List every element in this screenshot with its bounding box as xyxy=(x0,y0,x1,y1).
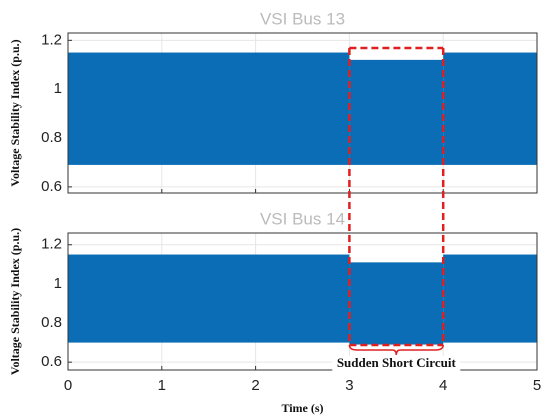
plot-frame xyxy=(67,32,538,194)
y-tick-label: 1 xyxy=(54,80,62,97)
x-tick-label: 5 xyxy=(533,377,541,394)
y-tick-label: 0.8 xyxy=(41,314,62,331)
signal-band xyxy=(349,59,444,165)
annotation: Sudden Short Circuit xyxy=(337,355,457,370)
signal-band xyxy=(349,262,444,345)
annotation-bg xyxy=(332,356,461,372)
x-tick-label: 3 xyxy=(345,377,353,394)
x-axis-label: Time (s) xyxy=(281,401,323,415)
y-tick-label: 0.8 xyxy=(41,129,62,146)
y-tick-label: 1.2 xyxy=(41,236,62,253)
y-tick-label: 0.6 xyxy=(41,353,62,370)
y-axis-label: Voltage Stability Index (p.u.) xyxy=(8,228,22,375)
y-tick-label: 1.2 xyxy=(41,31,62,48)
y-tick-label: 0.6 xyxy=(41,178,62,195)
x-tick-label: 0 xyxy=(64,377,72,394)
y-axis-label: Voltage Stability Index (p.u.) xyxy=(8,39,22,186)
signal-band xyxy=(443,254,537,343)
panel-title: VSI Bus 14 xyxy=(260,209,345,228)
signal-band xyxy=(443,52,537,165)
signal-band xyxy=(68,254,350,343)
signal-band xyxy=(68,52,350,165)
x-tick-label: 2 xyxy=(251,377,259,394)
plot-frame xyxy=(67,232,538,371)
x-tick-label: 1 xyxy=(158,377,166,394)
x-tick-label: 4 xyxy=(439,377,447,394)
brace xyxy=(348,344,444,356)
panel-title: VSI Bus 13 xyxy=(260,9,345,28)
y-tick-label: 1 xyxy=(54,275,62,292)
